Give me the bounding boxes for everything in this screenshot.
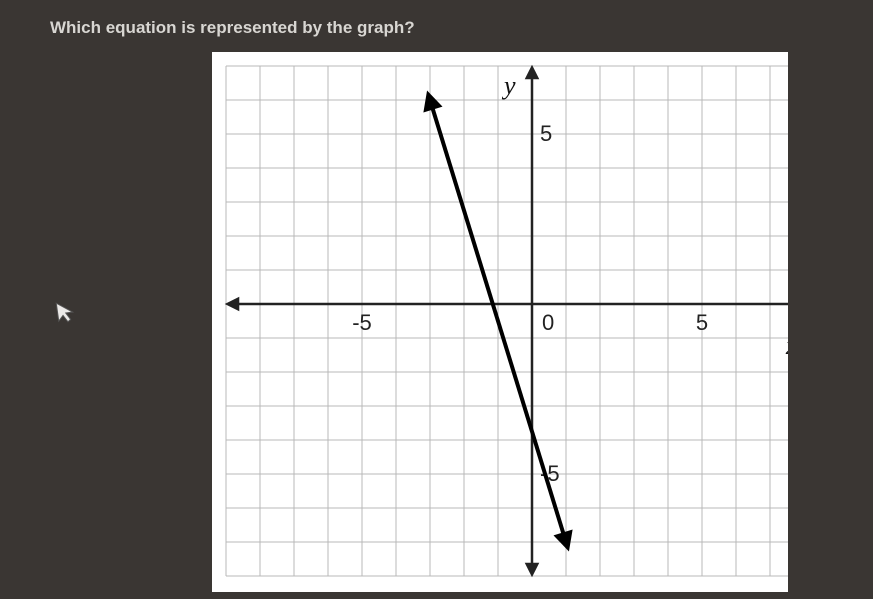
- y-tick-label: 5: [540, 121, 552, 146]
- coordinate-graph: -5055-5yx: [212, 52, 788, 592]
- x-tick-label: -5: [352, 310, 372, 335]
- question-text: Which equation is represented by the gra…: [50, 18, 415, 38]
- cursor-icon: [54, 299, 78, 331]
- x-tick-label: 5: [696, 310, 708, 335]
- x-tick-label: 0: [542, 310, 554, 335]
- graph-panel: -5055-5yx: [212, 52, 788, 592]
- x-axis-label: x: [785, 331, 788, 360]
- y-axis-label: y: [501, 71, 516, 100]
